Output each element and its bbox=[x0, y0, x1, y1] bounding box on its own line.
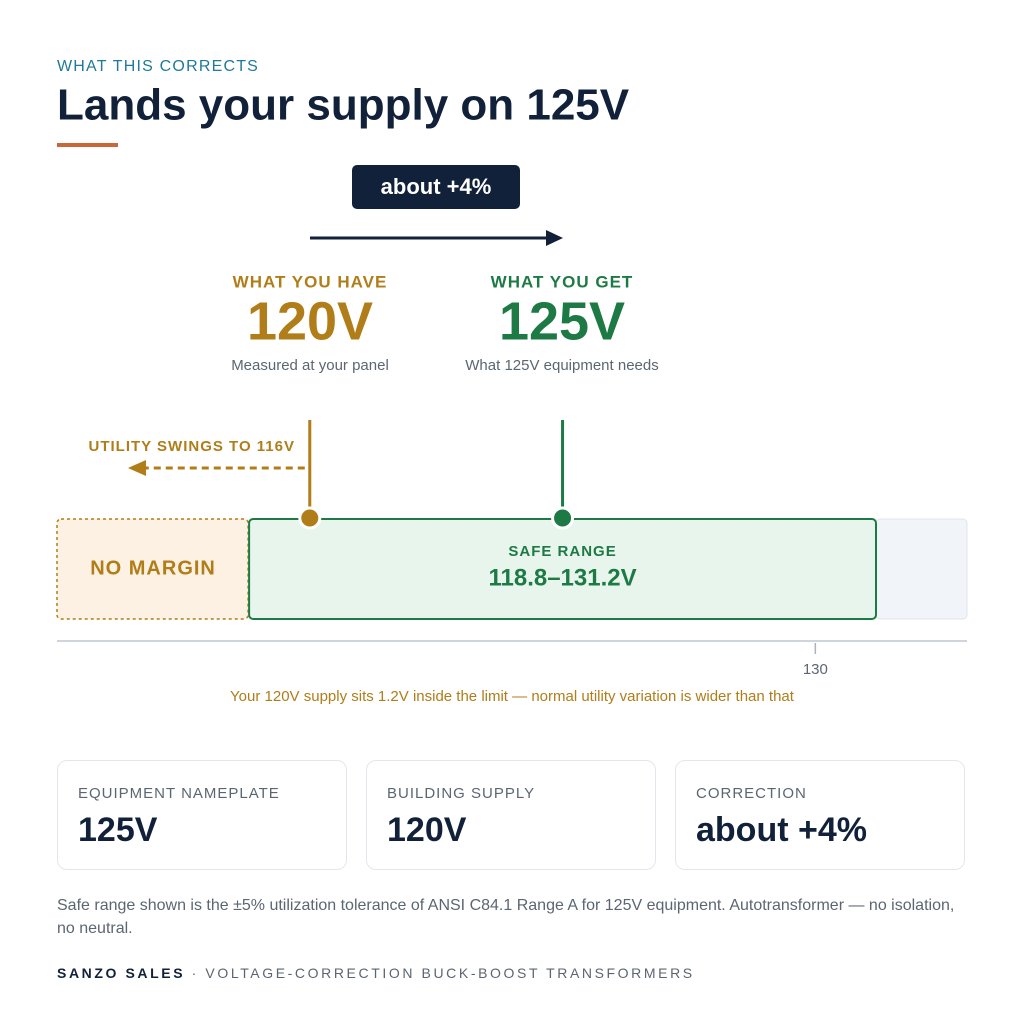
change-pill bbox=[352, 165, 520, 209]
get-note: What 125V equipment needs bbox=[465, 357, 658, 374]
change-label: about +4% bbox=[381, 174, 492, 199]
have-label: WHAT YOU HAVE bbox=[233, 272, 388, 291]
have-marker bbox=[298, 506, 322, 530]
footnote: Safe range shown is the ±5% utilization … bbox=[57, 897, 955, 937]
safe-label: SAFE RANGE bbox=[508, 543, 616, 560]
card-value: 125V bbox=[78, 811, 158, 849]
swing-arrow-head bbox=[128, 460, 146, 476]
underline bbox=[57, 143, 118, 147]
tick-label: 130 bbox=[803, 661, 828, 678]
card-label: BUILDING SUPPLY bbox=[387, 785, 536, 802]
eyebrow: WHAT THIS CORRECTS bbox=[57, 58, 259, 75]
tagline: VOLTAGE-CORRECTION BUCK-BOOST TRANSFORME… bbox=[205, 965, 695, 981]
get-label: WHAT YOU GET bbox=[491, 272, 634, 291]
safe-text: 118.8–131.2V bbox=[488, 564, 636, 591]
outside-zone bbox=[875, 518, 968, 620]
card-value: about +4% bbox=[696, 811, 867, 849]
card-value: 120V bbox=[387, 811, 467, 849]
get-marker bbox=[551, 506, 575, 530]
arrow-head bbox=[546, 230, 563, 246]
title: Lands your supply on 125V bbox=[57, 81, 630, 130]
stat-card: CORRECTION about +4% bbox=[675, 760, 965, 870]
footer: SANZO SALES · VOLTAGE-CORRECTION BUCK-BO… bbox=[57, 965, 695, 981]
card-label: CORRECTION bbox=[696, 785, 807, 802]
get-value: 125V bbox=[499, 291, 625, 351]
warning: Your 120V supply sits 1.2V inside the li… bbox=[230, 688, 795, 705]
card-label: EQUIPMENT NAMEPLATE bbox=[78, 785, 280, 802]
swing-label: UTILITY SWINGS TO 116V bbox=[89, 438, 296, 455]
stat-card: BUILDING SUPPLY 120V bbox=[366, 760, 656, 870]
have-note: Measured at your panel bbox=[231, 357, 389, 374]
have-value: 120V bbox=[247, 291, 373, 351]
brand: SANZO SALES bbox=[57, 965, 186, 981]
no-margin-label: NO MARGIN bbox=[90, 557, 216, 579]
stat-card: EQUIPMENT NAMEPLATE 125V bbox=[57, 760, 347, 870]
